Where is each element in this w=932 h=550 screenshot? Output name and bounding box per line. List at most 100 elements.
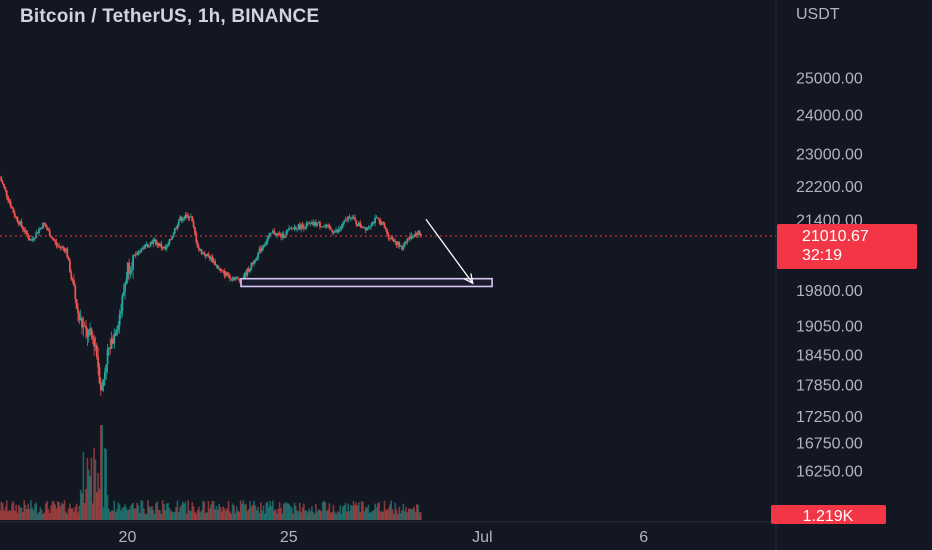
candle [282, 230, 285, 239]
volume-bar [238, 512, 241, 520]
candle [358, 221, 360, 227]
candle-body [341, 223, 344, 227]
volume-bar [52, 501, 55, 520]
price-tick-label: 19050.00 [796, 318, 863, 335]
candle [124, 281, 126, 300]
volume-bar [143, 508, 145, 520]
candle [11, 205, 13, 209]
candle-body [83, 325, 86, 327]
candle-body [101, 385, 104, 391]
volume-bar [130, 504, 133, 520]
volume-bar [339, 505, 341, 520]
candle-body [388, 238, 391, 240]
candle-body [417, 230, 420, 235]
volume-bar [159, 510, 161, 520]
candle-body [70, 272, 73, 280]
volume-bar [251, 504, 254, 520]
candle [284, 236, 286, 239]
candle [302, 223, 305, 232]
volume-bar [210, 504, 212, 520]
candle [266, 235, 269, 245]
candle [417, 230, 420, 239]
candle-body [98, 367, 101, 383]
candle [169, 238, 172, 241]
volume-bar [208, 508, 211, 520]
candle-body [276, 233, 278, 236]
candle-body [226, 272, 229, 276]
volume-bar [75, 503, 78, 520]
candle [185, 212, 188, 219]
volume-bar [102, 507, 105, 520]
candle-body [380, 221, 383, 226]
drawing-annotations[interactable] [240, 218, 493, 288]
candle-body [13, 213, 16, 217]
candle-body [296, 229, 299, 230]
candle-body [214, 261, 217, 266]
volume-bar [62, 503, 64, 520]
candle [323, 224, 325, 228]
currency-label: USDT [796, 6, 840, 23]
candle [145, 241, 148, 247]
volume-bar [35, 502, 38, 520]
volume-bar [362, 501, 364, 520]
candle-body [293, 226, 296, 229]
candle [378, 218, 381, 224]
candle-body [315, 221, 317, 226]
candle [211, 254, 214, 264]
time-axis[interactable]: 20 25 Jul 6 [119, 529, 649, 546]
candle [27, 233, 30, 241]
volume-bar [307, 512, 309, 520]
volume-bar [175, 506, 177, 520]
candle-body [339, 228, 342, 230]
volume-bar [147, 500, 149, 520]
candle-body [172, 233, 175, 237]
candle [35, 229, 38, 239]
candle-body [99, 382, 102, 391]
candle-body [399, 246, 402, 247]
candle [181, 216, 184, 224]
volume-bar [186, 513, 188, 520]
price-tick-label: 24000.00 [796, 108, 863, 125]
candle [320, 225, 323, 228]
candle-body [320, 226, 323, 228]
candle [183, 215, 186, 222]
volume-bar [1, 503, 4, 520]
candle [34, 237, 36, 242]
volume-bar [173, 511, 176, 520]
candle-body [227, 275, 230, 276]
candle-body [278, 233, 281, 235]
price-tick-label: 16250.00 [796, 463, 863, 480]
volume-bar [129, 506, 132, 520]
volume-bar [304, 510, 306, 520]
volume-bar [223, 508, 226, 520]
volume-bar [320, 511, 323, 520]
volume-bar [136, 502, 138, 520]
candle-body [337, 228, 340, 232]
volume-bar [20, 507, 23, 520]
candle-body [219, 268, 222, 271]
candle [194, 226, 196, 236]
candle [120, 303, 122, 319]
volume-bar [78, 505, 81, 520]
volume-bar [272, 500, 274, 520]
candle-body [251, 262, 254, 265]
volume-bar [106, 495, 109, 520]
candle [43, 222, 46, 226]
price-axis[interactable]: USDT 25000.0024000.0023000.0022200.00214… [796, 6, 863, 480]
candle [340, 224, 343, 231]
candle [294, 225, 297, 231]
candle [370, 223, 372, 231]
volume-bar [161, 500, 164, 520]
candle [401, 244, 403, 251]
candle [215, 263, 218, 269]
candle-body [44, 224, 47, 228]
volume-bar [199, 512, 202, 520]
candle [261, 244, 264, 253]
candle-body [384, 227, 387, 230]
candle-body [5, 190, 8, 197]
volume-bar [194, 511, 196, 520]
candle [337, 225, 340, 234]
candle-body [190, 216, 192, 218]
